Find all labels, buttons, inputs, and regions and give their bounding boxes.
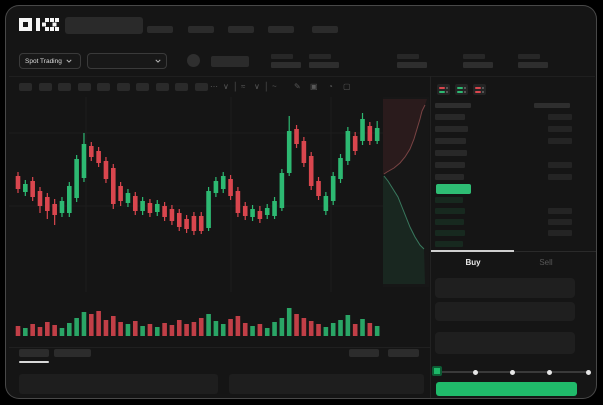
- nav-item[interactable]: [312, 26, 338, 33]
- draw-icon[interactable]: ✎: [294, 82, 301, 91]
- ask-amount: [548, 126, 572, 132]
- chart-type-icon[interactable]: ≈: [241, 82, 246, 91]
- depth-asks-line: [383, 104, 426, 175]
- timeframe-button[interactable]: [97, 83, 110, 91]
- bottom-content-placeholder: [229, 374, 424, 394]
- nav-item[interactable]: [147, 26, 173, 33]
- market-type-label: Spot Trading: [25, 57, 62, 65]
- bids-only-icon[interactable]: [455, 84, 468, 95]
- bid-row[interactable]: [435, 208, 465, 214]
- timeframe-button[interactable]: [175, 83, 188, 91]
- timeframe-button[interactable]: [116, 83, 130, 91]
- bottom-content-placeholder: [19, 374, 218, 394]
- bid-amount: [548, 230, 572, 236]
- ask-amount: [548, 138, 572, 144]
- slider-stop[interactable]: [473, 369, 478, 375]
- separator: │: [264, 82, 269, 91]
- candlestick-chart[interactable]: [9, 97, 429, 341]
- pair-selector-dropdown[interactable]: [87, 53, 167, 69]
- ticker-stat: [397, 54, 429, 69]
- bid-row[interactable]: [435, 241, 463, 247]
- ask-row[interactable]: [435, 138, 466, 144]
- ticker-stat: [463, 54, 495, 69]
- timeframe-button[interactable]: [155, 83, 169, 91]
- divider: [9, 347, 430, 348]
- chevron-down-icon: [66, 59, 72, 63]
- nav-item[interactable]: [228, 26, 254, 33]
- timeframe-button[interactable]: [136, 83, 149, 91]
- chevron-down-icon: [155, 59, 161, 63]
- nav-item[interactable]: [268, 26, 294, 33]
- slider-stop[interactable]: [586, 369, 591, 375]
- last-price-badge[interactable]: [436, 184, 471, 194]
- bid-amount: [548, 208, 572, 214]
- bid-row[interactable]: [435, 230, 465, 236]
- depth-asks-area: [383, 99, 427, 175]
- depth-bids-line: [383, 175, 425, 250]
- ask-amount: [548, 174, 572, 180]
- ask-row[interactable]: [435, 126, 468, 132]
- timeframe-button[interactable]: [19, 83, 32, 91]
- indicator-chevron-icon[interactable]: ∨: [223, 82, 229, 91]
- ob-header-amount: [534, 103, 570, 108]
- pair-name-placeholder: [211, 56, 249, 67]
- depth-overlay-bg: [383, 97, 429, 287]
- tab-buy[interactable]: Buy: [465, 258, 481, 267]
- ask-row[interactable]: [435, 174, 464, 180]
- bottom-tab[interactable]: [54, 349, 91, 357]
- ticker-stat: [309, 54, 341, 69]
- fullscreen-icon[interactable]: ▢: [343, 82, 351, 91]
- active-tab-underline: [19, 361, 49, 363]
- bid-amount: [548, 219, 572, 225]
- ask-row[interactable]: [435, 114, 465, 120]
- buy-tab-indicator: [431, 250, 514, 252]
- line-tool-icon[interactable]: ~: [272, 82, 277, 91]
- asks-only-icon[interactable]: [473, 84, 486, 95]
- ask-row[interactable]: [435, 162, 465, 168]
- indicator-menu-icon[interactable]: ⋯: [210, 82, 218, 91]
- ask-amount: [548, 162, 572, 168]
- nav-item[interactable]: [188, 26, 214, 33]
- timeframe-button[interactable]: [194, 83, 208, 91]
- timeframe-button[interactable]: [77, 83, 91, 91]
- bottom-tab-action[interactable]: [349, 349, 379, 357]
- timeframe-button[interactable]: [38, 83, 52, 91]
- timeframe-button[interactable]: [58, 83, 71, 91]
- order-input-field[interactable]: [435, 302, 575, 321]
- bid-row[interactable]: [435, 197, 463, 203]
- separator: │: [233, 82, 238, 91]
- bottom-tab[interactable]: [19, 349, 49, 357]
- combined-book-icon[interactable]: [437, 84, 450, 95]
- market-type-dropdown[interactable]: Spot Trading: [19, 53, 81, 69]
- ticker-stat: [518, 54, 550, 69]
- okx-logo[interactable]: [19, 18, 59, 32]
- search-input[interactable]: [65, 17, 143, 34]
- slider-stop[interactable]: [510, 369, 515, 375]
- ob-header-price: [435, 103, 471, 108]
- slider-stop[interactable]: [547, 369, 552, 375]
- amount-slider-handle[interactable]: [432, 366, 442, 376]
- ask-row[interactable]: [435, 150, 467, 156]
- depth-bids-area: [383, 176, 425, 284]
- chart-type-chevron-icon[interactable]: ∨: [254, 82, 260, 91]
- order-input-field[interactable]: [435, 278, 575, 298]
- ticker-stat: [271, 54, 303, 69]
- bid-row[interactable]: [435, 219, 464, 225]
- okx-app-window: Spot Trading ⋯ ∨ │ ≈ ∨ │ ~ ✎ ▣ ◔ ▢: [5, 5, 597, 399]
- interval-icon[interactable]: ◔: [328, 82, 333, 91]
- bottom-tab-action[interactable]: [388, 349, 419, 357]
- coin-icon: [187, 54, 200, 67]
- trade-sidebar: Buy Sell: [430, 76, 596, 398]
- tab-sell[interactable]: Sell: [539, 258, 553, 267]
- divider: [9, 76, 595, 77]
- buy-button[interactable]: [436, 382, 577, 396]
- screenshot-icon[interactable]: ▣: [310, 82, 318, 91]
- order-input-field[interactable]: [435, 332, 575, 354]
- ask-amount: [548, 114, 572, 120]
